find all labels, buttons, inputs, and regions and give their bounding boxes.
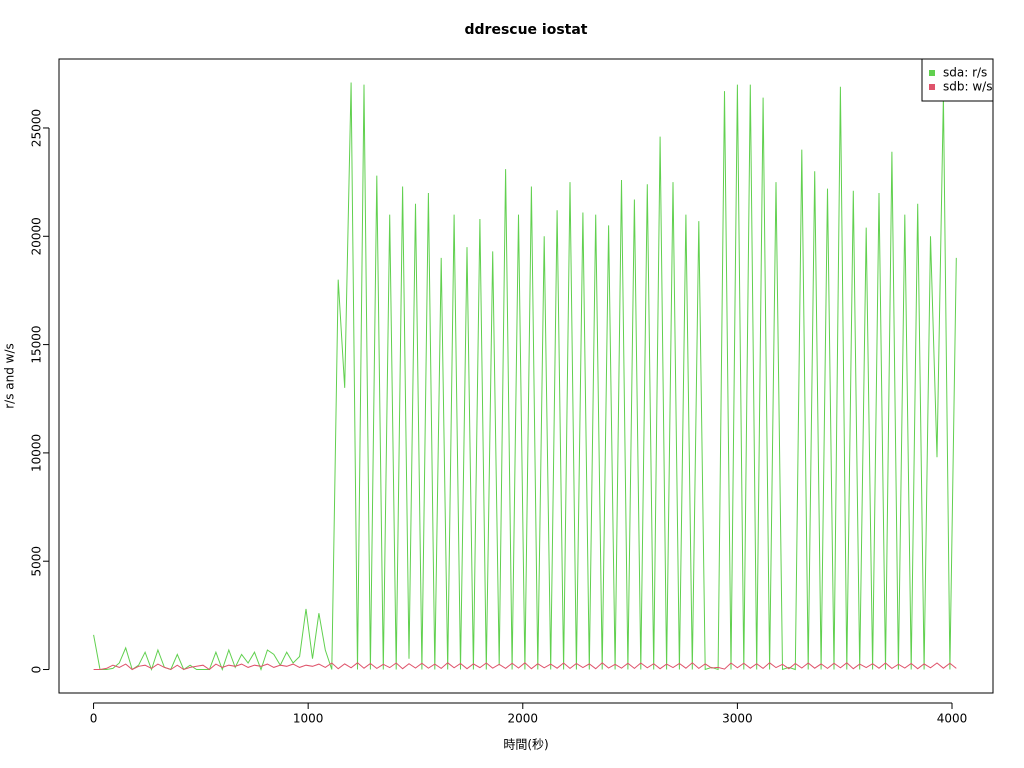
- legend-swatch: [929, 84, 935, 90]
- data-line: [93, 82, 957, 672]
- legend-box: [921, 58, 994, 102]
- y-axis-label: r/s and w/s: [3, 343, 17, 409]
- data-line: [93, 662, 957, 671]
- plot-area: [93, 82, 957, 672]
- y-tick-label: 10000: [30, 434, 44, 472]
- legend-label: sda: r/s: [943, 66, 987, 80]
- legend-swatch: [929, 70, 935, 76]
- x-tick-label: 2000: [508, 712, 539, 726]
- x-tick-label: 0: [90, 712, 98, 726]
- x-tick-label: 4000: [937, 712, 968, 726]
- legend-label: sdb: w/s: [943, 80, 992, 94]
- y-tick-label: 25000: [30, 109, 44, 147]
- x-axis-label: 時間(秒): [503, 738, 548, 752]
- plot-frame: [58, 58, 994, 694]
- y-tick-label: 20000: [30, 217, 44, 255]
- x-tick-label: 1000: [293, 712, 324, 726]
- x-tick-label: 3000: [722, 712, 753, 726]
- y-tick-label: 15000: [30, 325, 44, 363]
- y-tick-label: 5000: [30, 546, 44, 577]
- y-tick-label: 0: [30, 666, 44, 674]
- chart-title: ddrescue iostat: [465, 22, 588, 38]
